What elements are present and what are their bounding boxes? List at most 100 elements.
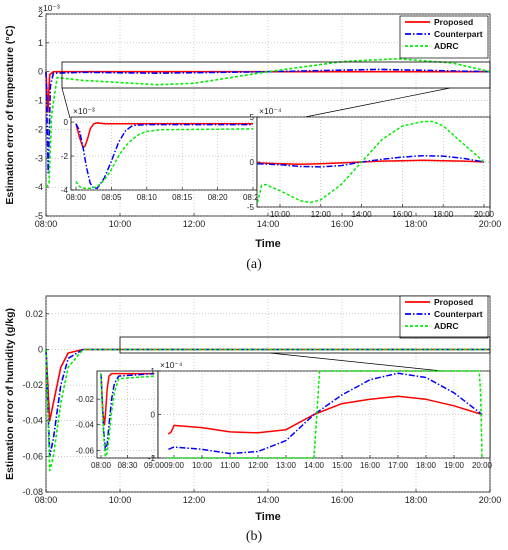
panel-a-axes-xtick-label: 12:00	[183, 219, 206, 229]
panel-a-inset-left: 08:00 08:05 08:10 08:15 08:20 08:25 0 -2 -4 ×10⁻³	[61, 106, 264, 202]
panel-b-axes-xtick-label: 14:00	[257, 495, 280, 505]
panel-a-axes-xtick-label: 14:00	[257, 219, 280, 229]
panel-b-axes-series-adrc	[45, 348, 490, 472]
panel-a-xlabel: Time	[255, 238, 280, 250]
panel-a-axes-ytick-label: 2	[38, 9, 43, 19]
panel-b-inset-right-series-proposed	[167, 395, 483, 435]
panel-a-inset-right-ytick-label: 5	[250, 113, 255, 122]
panel-b-inset-right-ytick-label: -1	[148, 454, 156, 463]
panel-b-xlabel: Time	[255, 511, 280, 523]
panel-b-inset-right-series-adrc	[168, 370, 483, 459]
panel-a-inset-left-xtick-label: 08:10	[137, 193, 158, 202]
panel-b-axes-ytick-label: 0	[38, 344, 43, 354]
panel-b-legend: Proposed Counterpart ADRC	[399, 295, 489, 339]
panel-a-inset-right-series-adrc	[256, 120, 485, 204]
panel-b-legend-label-proposed: Proposed	[434, 297, 473, 307]
panel-b-inset-left-ytick-label: -0.06	[76, 446, 95, 455]
panel-b-inset-right-xtick-label: 11:00	[220, 461, 240, 470]
panel-a-axes-ytick-label: -2	[35, 124, 43, 134]
panel-a-inset-right-xtick-label: 18:00	[433, 210, 454, 219]
panel-a-legend: Proposed Counterpart ADRC	[399, 15, 489, 59]
panel-a-inset-right-xtick-label: 14:00	[352, 210, 373, 219]
panel-a-axes-ytick-label: -3	[35, 153, 43, 163]
panel-b-inset-left-series-counterpart	[100, 372, 155, 452]
panel-b-inset-right-exponent: ×10⁻⁴	[160, 360, 183, 370]
panel-b-legend-label-adrc: ADRC	[434, 321, 459, 331]
panel-b-inset-right: 09:00 10:00 11:00 12:00 13:00 14:00 15:00 16:00…	[148, 360, 493, 470]
panel-a-caption: (a)	[246, 257, 262, 272]
panel-a-axes-xtick-label: 16:00	[331, 219, 354, 229]
panel-a-zoom-connector	[61, 87, 71, 119]
panel-b-inset-left-xtick-label: 08:30	[117, 461, 138, 470]
panel-b-inset-right-xtick-label: 13:00	[276, 461, 297, 470]
panel-b-inset-left: 08:00 08:30 09:00 -0.02 -0.04 -0.06	[76, 370, 165, 470]
panel-a-inset-left-xtick-label: 08:25	[243, 193, 264, 202]
panel-b-legend-label-counterpart: Counterpart	[434, 309, 483, 319]
panel-a-zoom-box	[61, 61, 491, 89]
panel-a-axes-ytick-label: -5	[35, 211, 43, 221]
panel-b-inset-left-ytick-label: -0.02	[76, 395, 95, 404]
panel-a-legend-label-counterpart: Counterpart	[434, 29, 483, 39]
panel-a-axes-ytick-label: -1	[35, 96, 43, 106]
panel-b-inset-right-xtick-label: 15:00	[332, 461, 353, 470]
panel-b-axes-xtick-label: 08:00	[35, 495, 58, 505]
panel-a-axes-ytick-label: 0	[38, 67, 43, 77]
panel-a-inset-left-frame	[70, 116, 258, 191]
panel-b-inset-right-ytick-label: 1	[151, 367, 156, 376]
panel-a-axes-ytick-label: -4	[35, 182, 43, 192]
panel-b-inset-right-ytick-label: 0	[151, 411, 156, 420]
panel-b-legend-box	[399, 295, 489, 339]
panel-a-inset-right-xtick-label: 10:00	[270, 210, 291, 219]
panel-a-legend-label-adrc: ADRC	[434, 41, 459, 51]
panel-a-inset-right-ytick-label: -5	[247, 203, 255, 212]
panel-b-zoom-box	[119, 336, 491, 354]
panel-a-legend-label-proposed: Proposed	[434, 17, 473, 27]
panel-b-axes-ytick-label: 0.02	[25, 309, 43, 319]
panel-a-inset-right-xtick-label: 16:00	[392, 210, 413, 219]
panel-b-inset-right-xtick-label: 09:00	[164, 461, 185, 470]
panel-b-inset-right-series-counterpart	[168, 372, 483, 455]
panel-b-zoom-connector	[269, 352, 443, 372]
panel-b-inset-left-ytick-label: -0.04	[76, 421, 95, 430]
panel-a-axes-xtick-label: 08:00	[35, 219, 58, 229]
panel-a-inset-right: 10:00 12:00 14:00 16:00 18:00 20:00 5 0 -5 ×10⁻⁴	[247, 106, 495, 219]
panel-a-inset-left-xtick-label: 08:00	[66, 193, 87, 202]
panel-a-inset-right-xtick-label: 12:00	[311, 210, 332, 219]
panel-a-axes-series-proposed	[45, 70, 490, 113]
panel-b-axes-xtick-label: 12:00	[183, 495, 206, 505]
panel-a-inset-left-xtick-label: 08:05	[101, 193, 122, 202]
panel-b-inset-left-xtick-label: 08:00	[91, 461, 112, 470]
panel-a-axes-xtick-label: 10:00	[109, 219, 132, 229]
panel-b-inset-right-xtick-label: 18:00	[416, 461, 437, 470]
panel-a-inset-left-exponent: ×10⁻³	[73, 106, 95, 116]
panel-b-inset-left-series-adrc	[100, 373, 155, 458]
panel-a-inset-right-ytick-label: 0	[250, 158, 255, 167]
panel-b-axes-ytick-label: -0.06	[22, 451, 43, 461]
panel-a-inset-right-exponent: ×10⁻⁴	[259, 106, 282, 116]
panel-a-ylabel: Estimation error of temperature (°C)	[4, 25, 16, 204]
panel-b-inset-left-xtick-label: 09:00	[144, 461, 165, 470]
panel-a-inset-left-ytick-label: 0	[64, 118, 69, 127]
panel-a-axes-series-counterpart	[45, 68, 491, 174]
panel-a-inset-right-series-proposed	[257, 159, 485, 166]
panel-b-ylabel: Estimation error of humidity (g/kg)	[4, 308, 16, 480]
panel-b-axes-ytick-label: -0.08	[22, 487, 43, 497]
panel-b-axes-xtick-label: 16:00	[331, 495, 354, 505]
panel-a-legend-box	[399, 15, 489, 59]
panel-b-inset-right-xtick-label: 16:00	[360, 461, 381, 470]
panel-b-axes-ytick-label: -0.04	[22, 416, 43, 426]
panel-b-axes-xtick-label: 18:00	[405, 495, 428, 505]
panel-b-caption: (b)	[246, 529, 263, 544]
panel-a-inset-left-series-counterpart	[75, 123, 253, 190]
panel-a-inset-right-series-counterpart	[257, 154, 485, 168]
panel-a-zoom-connector	[299, 87, 451, 119]
panel-b-inset-right-xtick-label: 19:00	[444, 461, 465, 470]
panel-a-inset-left-ytick-label: -2	[61, 152, 69, 161]
panel-a-inset-left-ytick-label: -4	[61, 186, 69, 195]
panel-b-inset-right-xtick-label: 20:00	[472, 461, 493, 470]
panel-a-axes-ytick-label: 1	[38, 38, 43, 48]
panel-b-axes-ytick-label: -0.02	[22, 380, 43, 390]
panel-b-axes-xtick-label: 10:00	[109, 495, 132, 505]
panel-a-inset-left-xtick-label: 08:15	[172, 193, 193, 202]
